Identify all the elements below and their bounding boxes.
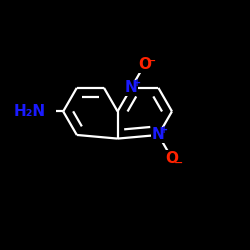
Text: +: + [160, 125, 168, 135]
Text: −: − [147, 56, 156, 66]
Text: −: − [174, 158, 184, 168]
Text: O: O [138, 57, 151, 72]
Text: H₂N: H₂N [14, 104, 46, 119]
Text: N: N [152, 128, 165, 142]
Text: N: N [125, 80, 138, 95]
Text: +: + [132, 78, 141, 88]
Text: O: O [166, 151, 178, 166]
